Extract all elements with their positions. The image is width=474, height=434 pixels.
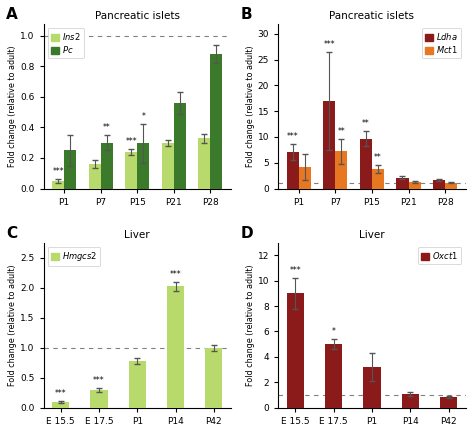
Bar — [125, 152, 137, 188]
Text: **: ** — [374, 153, 382, 162]
Text: C: C — [6, 226, 17, 241]
Bar — [205, 348, 222, 408]
Y-axis label: Fold change (relative to adult): Fold change (relative to adult) — [9, 264, 18, 386]
Text: ***: *** — [324, 40, 335, 49]
Bar — [325, 344, 342, 408]
Text: ***: *** — [170, 270, 182, 279]
Bar — [409, 182, 420, 188]
Text: *: * — [332, 327, 336, 336]
Bar — [210, 54, 222, 188]
Bar — [299, 167, 311, 188]
Bar — [440, 397, 457, 408]
Legend: $\it{Ldha}$, $\it{Mct1}$: $\it{Ldha}$, $\it{Mct1}$ — [422, 28, 462, 59]
Bar — [162, 143, 174, 188]
Bar — [323, 101, 336, 188]
Bar — [336, 151, 347, 188]
Bar — [89, 164, 100, 188]
Legend: $\it{Ins2}$, $\it{Pc}$: $\it{Ins2}$, $\it{Pc}$ — [48, 28, 84, 59]
Bar — [64, 150, 76, 188]
Title: Pancreatic islets: Pancreatic islets — [329, 11, 414, 21]
Bar — [372, 169, 384, 188]
Bar — [100, 143, 113, 188]
Y-axis label: Fold change (relative to adult): Fold change (relative to adult) — [246, 264, 255, 386]
Bar — [91, 390, 108, 408]
Bar — [128, 362, 146, 408]
Bar — [198, 138, 210, 188]
Bar — [52, 401, 69, 408]
Text: *: * — [141, 112, 145, 121]
Bar — [396, 178, 409, 188]
Text: ***: *** — [287, 132, 299, 141]
Bar — [287, 152, 299, 188]
Text: B: B — [241, 7, 252, 22]
Text: ***: *** — [52, 167, 64, 176]
Text: ***: *** — [290, 266, 301, 275]
Y-axis label: Fold change (relative to adult): Fold change (relative to adult) — [246, 45, 255, 167]
Text: D: D — [241, 226, 254, 241]
Text: **: ** — [362, 119, 370, 128]
Y-axis label: Fold change (relative to adult): Fold change (relative to adult) — [9, 45, 18, 167]
Title: Liver: Liver — [359, 230, 385, 240]
Bar — [401, 394, 419, 408]
Bar — [52, 181, 64, 188]
Title: Liver: Liver — [124, 230, 150, 240]
Text: **: ** — [103, 123, 110, 132]
Bar — [137, 144, 149, 188]
Text: ***: *** — [126, 137, 137, 146]
Legend: $\it{Hmgcs2}$: $\it{Hmgcs2}$ — [48, 247, 100, 266]
Text: A: A — [6, 7, 18, 22]
Bar — [167, 286, 184, 408]
Text: ***: *** — [55, 389, 66, 398]
Text: **: ** — [337, 127, 345, 135]
Bar — [287, 293, 304, 408]
Title: Pancreatic islets: Pancreatic islets — [95, 11, 180, 21]
Legend: $\it{Oxct1}$: $\it{Oxct1}$ — [418, 247, 462, 264]
Bar — [174, 103, 186, 188]
Bar — [364, 367, 381, 408]
Bar — [360, 138, 372, 188]
Bar — [433, 180, 445, 188]
Text: ***: *** — [93, 376, 105, 385]
Bar — [445, 183, 457, 188]
